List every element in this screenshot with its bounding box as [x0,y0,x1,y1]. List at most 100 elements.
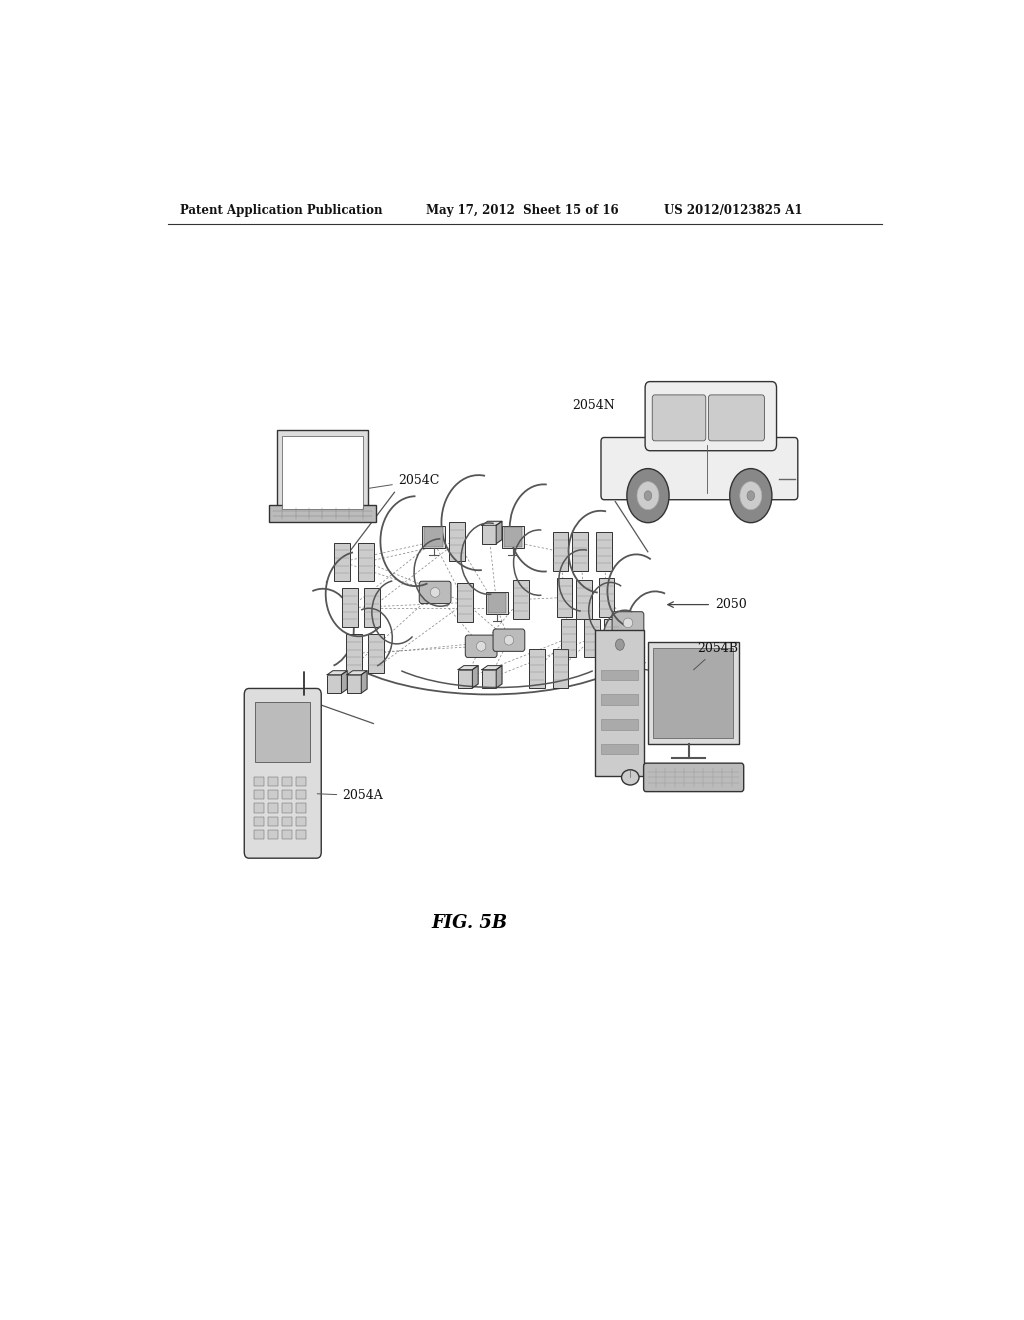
Bar [368,634,384,673]
Circle shape [461,523,517,594]
Polygon shape [497,521,502,544]
Bar [296,817,306,826]
Circle shape [644,491,651,500]
Circle shape [559,549,607,611]
Bar [296,791,306,799]
Bar [553,649,568,688]
Text: Patent Application Publication: Patent Application Publication [179,205,382,218]
Bar [577,581,592,619]
Bar [254,791,264,799]
Bar [282,817,292,826]
Bar [450,523,465,561]
Text: 2054N: 2054N [572,399,615,412]
Bar [486,591,508,614]
Circle shape [637,482,658,510]
Polygon shape [482,521,502,525]
Bar [599,578,614,616]
Bar [604,619,620,657]
Polygon shape [328,671,347,675]
Bar [572,532,588,572]
Bar [347,675,361,693]
FancyBboxPatch shape [465,635,497,657]
FancyBboxPatch shape [601,437,798,500]
FancyBboxPatch shape [494,630,524,651]
Polygon shape [347,671,367,675]
FancyBboxPatch shape [709,395,764,441]
Polygon shape [472,665,478,688]
Bar [282,830,292,840]
Bar [268,817,278,826]
Circle shape [615,639,625,651]
Polygon shape [361,671,367,693]
Text: FIG. 5B: FIG. 5B [431,913,507,932]
Bar [254,830,264,840]
Bar [528,649,545,688]
Bar [601,744,638,755]
Bar [254,817,264,826]
Polygon shape [482,665,502,669]
Bar [595,630,644,776]
Bar [423,525,444,548]
Circle shape [372,581,422,644]
Bar [283,436,362,510]
Ellipse shape [476,642,485,651]
Circle shape [607,554,666,628]
Text: 2050: 2050 [715,598,746,611]
Bar [282,791,292,799]
Bar [601,719,638,730]
Bar [268,830,278,840]
Ellipse shape [624,618,633,628]
Bar [342,589,358,627]
Text: 2012: 2012 [675,668,707,681]
Bar [513,581,528,619]
Circle shape [441,475,516,570]
Bar [553,532,568,572]
Bar [504,527,522,546]
Bar [596,532,612,572]
Circle shape [589,582,632,638]
Bar [458,669,472,688]
Bar [648,643,738,744]
Bar [268,791,278,799]
FancyBboxPatch shape [245,689,322,858]
Bar [328,675,341,693]
Ellipse shape [369,589,625,688]
Text: US 2012/0123825 A1: US 2012/0123825 A1 [664,205,802,218]
Bar [334,543,350,581]
Bar [601,669,638,680]
Circle shape [740,482,762,510]
FancyBboxPatch shape [644,763,743,792]
Polygon shape [458,665,478,669]
Circle shape [568,511,633,593]
Bar [358,543,374,581]
Bar [296,804,306,813]
FancyBboxPatch shape [612,611,644,634]
Text: 2054C: 2054C [369,474,439,488]
Bar [482,525,497,544]
Bar [296,776,306,785]
Circle shape [748,491,755,500]
Text: 2054B: 2054B [693,642,738,669]
Bar [282,804,292,813]
Polygon shape [497,665,502,688]
Bar [487,593,506,612]
Bar [585,619,600,657]
Ellipse shape [622,770,639,785]
FancyBboxPatch shape [419,581,451,603]
Ellipse shape [323,562,655,694]
Bar [254,804,264,813]
Bar [601,694,638,705]
Circle shape [414,539,467,606]
FancyBboxPatch shape [645,381,776,450]
Bar [653,648,733,738]
Circle shape [627,469,669,523]
Circle shape [326,552,392,636]
Bar [255,702,310,762]
Bar [282,776,292,785]
Circle shape [380,496,451,586]
Bar [424,527,442,546]
Text: May 17, 2012  Sheet 15 of 16: May 17, 2012 Sheet 15 of 16 [426,205,618,218]
Bar [502,525,524,548]
Bar [269,506,376,521]
Bar [276,430,368,515]
